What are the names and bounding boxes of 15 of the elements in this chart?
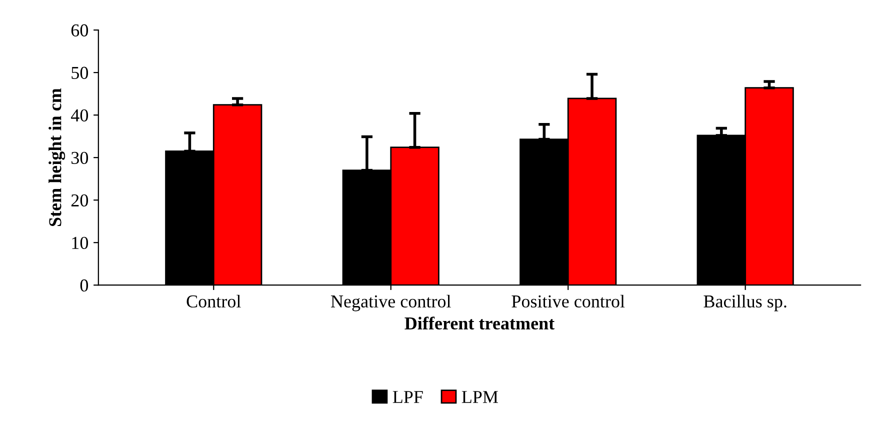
- x-tick-label: Control: [186, 294, 241, 308]
- y-tick-label: 30: [72, 152, 88, 164]
- y-tick-label: 60: [71, 24, 88, 36]
- x-tick-label: Bacillus sp.: [704, 294, 786, 312]
- y-tick-label: 40: [71, 109, 88, 122]
- y-tick-label: 50: [72, 66, 88, 79]
- x-axis-title: Different treatment: [404, 316, 555, 330]
- y-axis-title: Stem height in cm: [48, 88, 66, 226]
- y-tick-label: 10: [72, 236, 88, 250]
- x-tick-label: Positive control: [512, 294, 625, 308]
- legend-label: LPF: [392, 391, 423, 403]
- y-tick-label: 20: [71, 194, 88, 207]
- x-tick-label: Negative control: [330, 294, 451, 312]
- y-tick-label: 0: [80, 279, 88, 292]
- legend-label: LPM: [462, 391, 498, 403]
